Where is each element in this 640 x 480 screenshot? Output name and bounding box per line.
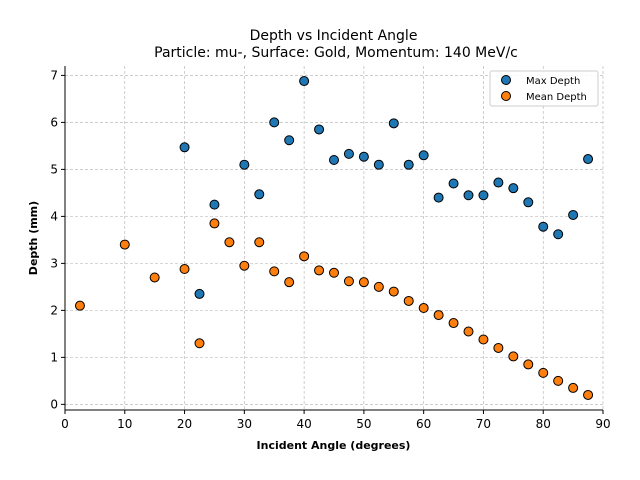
- chart-subtitle: Particle: mu-, Surface: Gold, Momentum: …: [154, 45, 518, 61]
- max-depth-point: [568, 209, 579, 220]
- mean-depth-point: [373, 281, 384, 292]
- mean-depth-point: [463, 326, 474, 337]
- max-depth-point: [553, 229, 564, 240]
- x-tick-label: 30: [237, 417, 252, 431]
- max-depth-point: [538, 221, 549, 232]
- mean-depth-point: [179, 264, 190, 275]
- y-tick-label: 0: [50, 397, 58, 411]
- y-tick-label: 5: [50, 162, 58, 176]
- mean-depth-point: [329, 267, 339, 278]
- y-tick-label: 3: [50, 256, 58, 270]
- mean-depth-point: [74, 300, 85, 311]
- mean-depth-legend-label: Mean Depth: [526, 92, 587, 103]
- mean-depth-point: [583, 389, 594, 400]
- x-axis-label: Incident Angle (degrees): [257, 439, 411, 452]
- max-depth-point: [358, 151, 369, 162]
- x-tick-label: 60: [416, 417, 431, 431]
- max-depth-point: [329, 154, 339, 165]
- x-tick-label: 80: [536, 417, 551, 431]
- mean-depth-point: [478, 334, 489, 345]
- max-depth-point: [194, 288, 205, 299]
- mean-depth-point: [343, 276, 354, 287]
- x-tick-label: 20: [177, 417, 192, 431]
- mean-depth-point: [388, 286, 399, 297]
- max-depth-point: [254, 189, 265, 200]
- max-depth-point: [433, 192, 444, 203]
- x-tick-label: 40: [296, 417, 311, 431]
- max-depth-point: [478, 190, 489, 201]
- max-depth-point: [418, 150, 429, 161]
- mean-depth-point: [194, 338, 205, 349]
- x-tick-label: 90: [595, 417, 610, 431]
- max-depth-legend-label: Max Depth: [526, 76, 580, 87]
- mean-depth-point: [553, 375, 564, 386]
- y-axis-label: Depth (mm): [27, 201, 40, 275]
- max-depth-point: [239, 159, 250, 170]
- max-depth-point: [373, 159, 384, 170]
- max-depth-point: [523, 197, 534, 208]
- x-tick-label: 0: [61, 417, 69, 431]
- mean-depth-point: [269, 266, 280, 277]
- mean-depth-point: [448, 318, 459, 329]
- max-depth-legend-marker: [501, 75, 511, 85]
- max-depth-point: [299, 76, 310, 87]
- max-depth-point: [314, 124, 325, 135]
- mean-depth-point: [523, 359, 534, 370]
- mean-depth-point: [508, 351, 519, 362]
- mean-depth-point: [224, 237, 235, 248]
- max-depth-point: [179, 142, 190, 153]
- y-tick-label: 7: [50, 68, 58, 82]
- axis-ticks: 0 10 20 30 40 50 60 70 80 90 0 1 2 3 4 5 6 7: [50, 68, 610, 431]
- max-depth-point: [448, 178, 459, 189]
- axes-spines: [64, 66, 603, 411]
- mean-depth-point: [254, 237, 265, 248]
- x-tick-label: 50: [356, 417, 371, 431]
- chart-title: Depth vs Incident Angle: [250, 28, 418, 44]
- max-depth-point: [508, 183, 519, 194]
- mean-depth-point: [433, 310, 444, 321]
- mean-depth-point: [538, 367, 549, 378]
- grid: [64, 66, 604, 410]
- mean-depth-point: [403, 295, 414, 306]
- max-depth-point: [583, 154, 594, 165]
- max-depth-point: [284, 135, 295, 146]
- mean-depth-point: [119, 239, 130, 250]
- mean-depth-point: [284, 277, 295, 288]
- max-depth-point: [388, 118, 399, 129]
- data-points: [74, 76, 594, 400]
- max-depth-point: [343, 148, 354, 159]
- max-depth-point: [403, 159, 414, 170]
- max-depth-point: [493, 177, 504, 188]
- mean-depth-point: [299, 251, 310, 262]
- x-tick-label: 70: [476, 417, 491, 431]
- y-tick-label: 1: [50, 350, 58, 364]
- mean-depth-legend-marker: [501, 91, 511, 101]
- mean-depth-point: [209, 218, 220, 229]
- y-tick-label: 4: [50, 209, 58, 223]
- mean-depth-point: [314, 265, 325, 276]
- mean-depth-point: [418, 303, 429, 314]
- x-tick-label: 10: [117, 417, 132, 431]
- mean-depth-point: [239, 260, 250, 271]
- mean-depth-point: [568, 382, 579, 393]
- legend-box: [489, 70, 599, 107]
- mean-depth-point: [493, 342, 504, 353]
- y-tick-label: 2: [50, 303, 58, 317]
- mean-depth-point: [358, 277, 369, 288]
- y-tick-label: 6: [50, 115, 58, 129]
- max-depth-point: [463, 190, 474, 201]
- max-depth-point: [269, 117, 280, 128]
- max-depth-point: [209, 199, 220, 210]
- legend: Max Depth Mean Depth: [489, 70, 599, 107]
- mean-depth-point: [149, 272, 160, 283]
